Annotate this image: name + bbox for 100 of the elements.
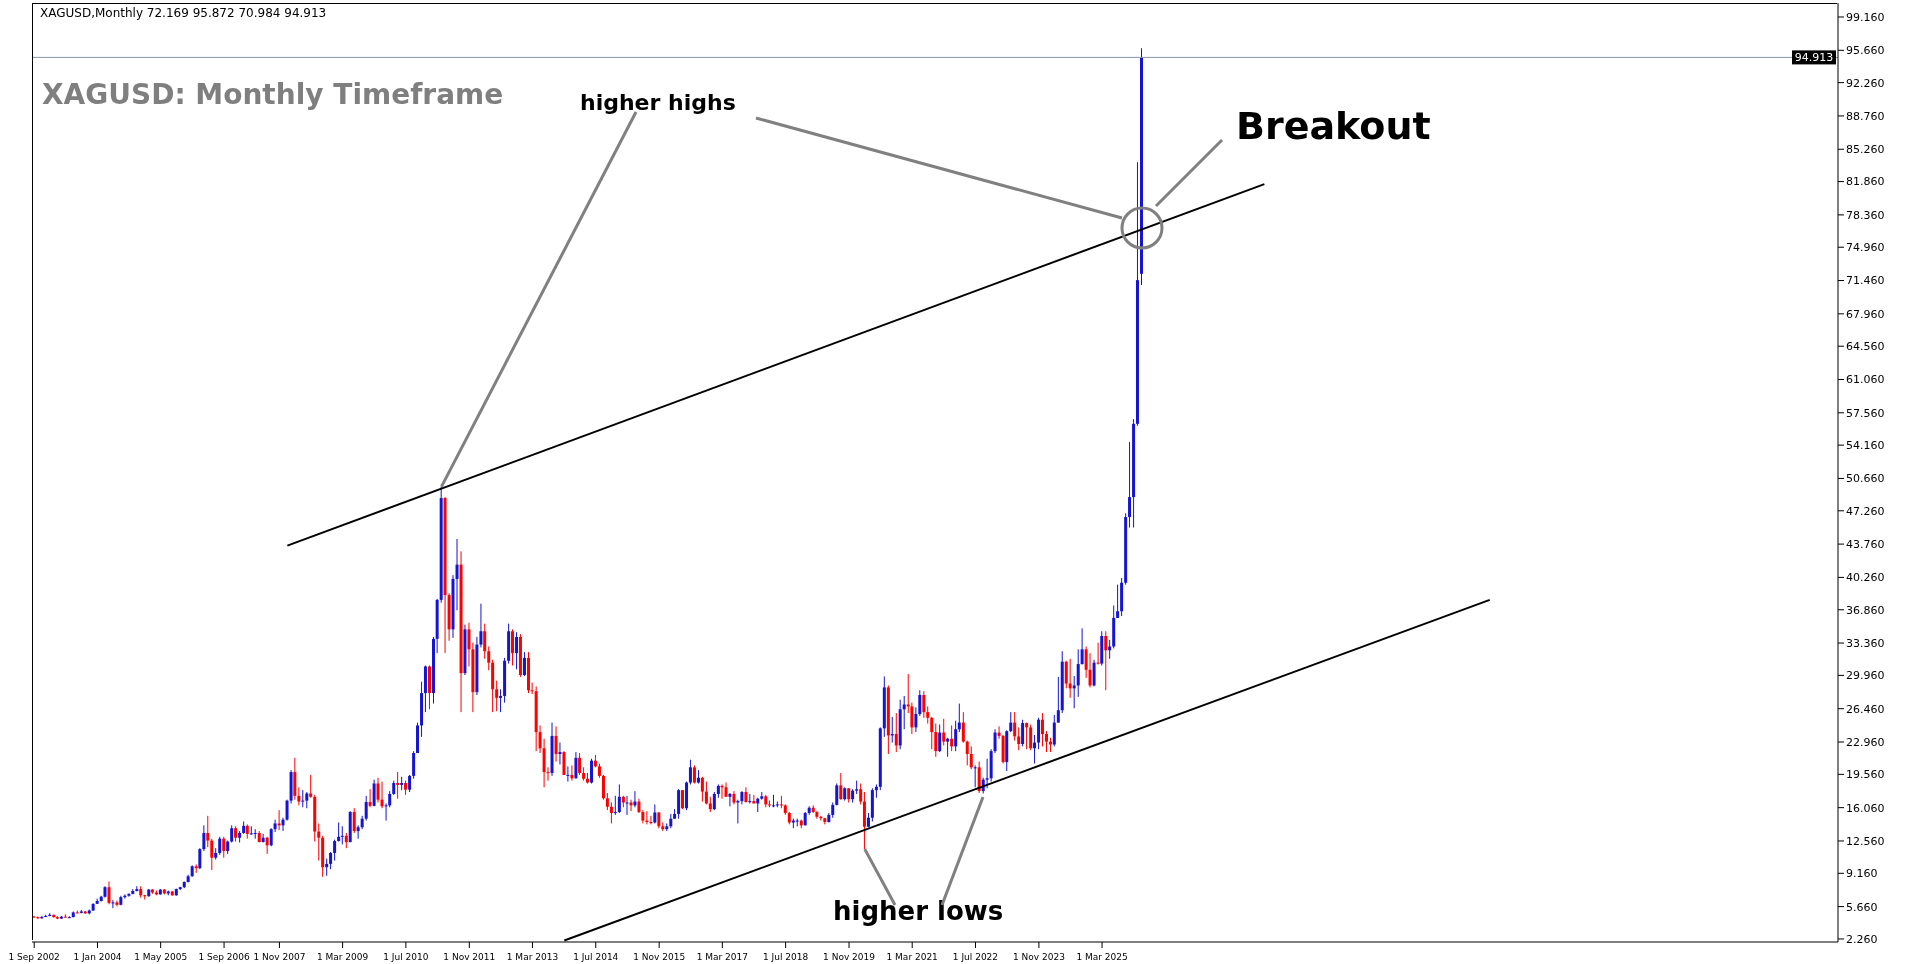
candlestick: [522, 651, 526, 677]
candlestick: [922, 690, 926, 719]
y-tick-label: 2.260: [1846, 932, 1878, 946]
y-tick-label: 81.860: [1846, 175, 1885, 189]
y-tick-label: 19.560: [1846, 768, 1885, 782]
candlestick: [977, 761, 981, 794]
candlestick: [946, 737, 950, 758]
candlestick: [317, 822, 321, 862]
candlestick: [1108, 639, 1112, 660]
candlestick: [127, 892, 131, 898]
y-tick-label: 64.560: [1846, 340, 1885, 354]
candlestick: [301, 789, 305, 808]
candlestick: [613, 795, 617, 816]
y-tick-label: 54.160: [1846, 439, 1885, 453]
candlestick: [894, 712, 898, 753]
candlestick: [590, 758, 594, 784]
candlestick: [1009, 711, 1013, 733]
x-tick-label: 1 May 2005: [134, 952, 188, 962]
candlestick: [649, 815, 653, 825]
x-tick-label: 1 Mar 2025: [1076, 952, 1128, 962]
x-tick-label: 1 Sep 2006: [198, 952, 250, 962]
candlestick: [625, 795, 629, 816]
candlestick: [1013, 711, 1017, 742]
candlestick: [337, 822, 341, 843]
candlestick: [954, 720, 958, 752]
candlestick: [111, 899, 115, 909]
x-tick-label: 1 Nov 2011: [443, 952, 496, 962]
candlestick: [771, 794, 775, 808]
candlestick: [293, 757, 297, 801]
y-tick-label: 40.260: [1846, 571, 1885, 585]
candlestick: [601, 774, 605, 801]
x-tick-label: 1 Jan 2004: [73, 952, 122, 962]
candlestick: [206, 815, 210, 848]
candlestick: [1104, 630, 1108, 691]
candlestick: [1116, 584, 1120, 619]
y-tick-label: 88.760: [1846, 109, 1885, 123]
candlestick: [712, 791, 716, 811]
candlestick: [222, 836, 226, 859]
annotation: higher lows: [833, 896, 1004, 926]
y-tick-label: 50.660: [1846, 472, 1885, 486]
candlestick: [515, 631, 519, 670]
candlestick: [1040, 712, 1044, 747]
x-tick-label: 1 Nov 2023: [1012, 952, 1065, 962]
candlestick: [202, 824, 206, 852]
candlestick: [700, 776, 704, 803]
y-tick-label: 26.460: [1846, 702, 1885, 716]
candlestick: [487, 645, 491, 671]
y-tick-label: 57.560: [1846, 406, 1885, 420]
candlestick: [253, 828, 257, 840]
annotation: higher highs: [580, 90, 736, 115]
candlestick: [969, 745, 973, 770]
y-tick-label: 33.360: [1846, 636, 1885, 650]
x-tick-label: 1 Jul 2022: [952, 952, 999, 962]
x-tick-label: 1 Nov 2007: [253, 952, 306, 962]
y-tick-label: 67.960: [1846, 307, 1885, 321]
y-tick-label: 12.560: [1846, 834, 1885, 848]
candlestick: [653, 803, 657, 824]
y-tick-label: 99.160: [1846, 10, 1885, 24]
candlestick: [1037, 717, 1041, 750]
candlestick: [352, 807, 356, 834]
y-tick-label: 78.360: [1846, 208, 1885, 222]
y-tick-label: 74.960: [1846, 241, 1885, 255]
x-tick-label: 1 Jul 2014: [573, 952, 619, 962]
x-tick-label: 1 Mar 2021: [886, 952, 938, 962]
candlestick: [356, 824, 360, 840]
candlestick: [681, 789, 684, 810]
ref-line-label: 94.913: [1794, 51, 1834, 65]
y-tick-label: 22.960: [1846, 735, 1885, 749]
y-tick-label: 43.760: [1846, 538, 1885, 551]
candlestick: [1017, 726, 1021, 751]
y-tick-label: 29.960: [1846, 669, 1885, 683]
candlestick: [412, 750, 416, 780]
candlestick: [617, 783, 621, 814]
candlestick: [210, 838, 214, 871]
y-tick-label: 9.160: [1846, 867, 1878, 881]
candlestick: [1128, 441, 1132, 529]
candlestick: [198, 847, 202, 870]
candlestick: [499, 688, 503, 713]
candlestick: [930, 716, 934, 750]
candlestick: [1045, 730, 1049, 753]
candlestick: [1092, 659, 1096, 687]
candlestick: [1072, 675, 1076, 709]
text: XAGUSD: Monthly Timeframe: [42, 78, 504, 111]
candlestick: [455, 538, 459, 611]
candlestick: [309, 774, 313, 799]
candlestick: [839, 772, 843, 801]
candlestick: [938, 724, 942, 753]
candlestick: [688, 759, 692, 785]
x-tick-label: 1 Sep 2002: [8, 952, 60, 962]
candlestick: [380, 781, 384, 809]
candlestick: [376, 777, 380, 804]
x-tick-label: 1 Mar 2017: [696, 952, 748, 962]
candlestick: [218, 836, 222, 856]
annotation: XAGUSD,Monthly 72.169 95.872 70.984 94.913: [40, 6, 327, 20]
candlestick: [340, 825, 344, 845]
candlestick: [578, 752, 582, 776]
candlestick: [965, 740, 969, 766]
candlestick: [297, 786, 301, 806]
candlestick: [570, 764, 574, 782]
candlestick: [396, 771, 400, 800]
